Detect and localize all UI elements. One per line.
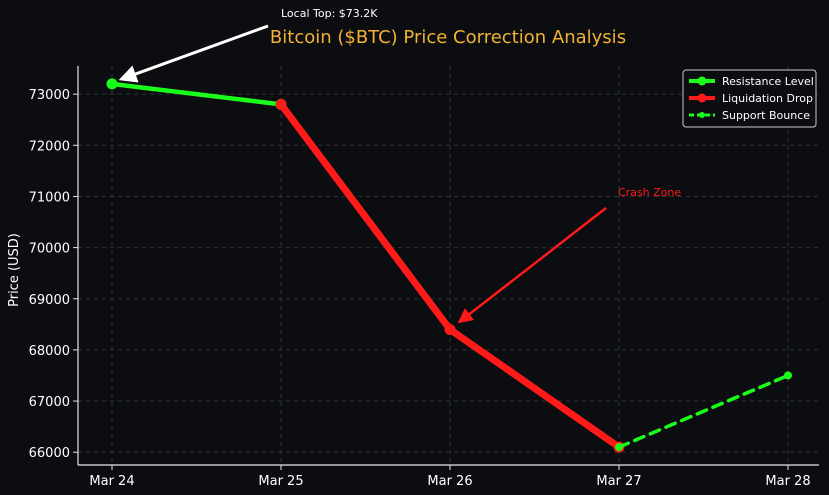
legend-marker-resistance-level: [697, 76, 707, 86]
legend-box: [682, 69, 817, 128]
annotation-label-local-top: Local Top: $73.2K: [281, 7, 378, 20]
x-tick-label: Mar 26: [427, 474, 472, 489]
x-tick-label: Mar 28: [765, 474, 810, 489]
data-point-liquidation-drop: [275, 98, 287, 110]
grid-lines: [78, 66, 819, 465]
y-tick-label: 70000: [29, 242, 70, 257]
annotations: Local Top: $73.2K Crash Zone: [118, 7, 681, 324]
y-tick-label: 69000: [29, 293, 70, 308]
data-point-support-bounce: [615, 443, 623, 452]
y-tick-label: 68000: [29, 344, 70, 359]
x-tick-label: Mar 25: [258, 474, 303, 489]
annotation-arrow-local-top: [118, 24, 269, 83]
annotation-label-crash-zone: Crash Zone: [618, 186, 681, 199]
axes: [77, 66, 819, 466]
y-tick-label: 73000: [29, 88, 70, 103]
legend: Resistance Level Liquidation Drop Support …: [682, 69, 817, 128]
chart-title: Bitcoin ($BTC) Price Correction Analysis: [270, 27, 626, 48]
y-axis-label: Price (USD): [7, 233, 22, 307]
annotation-arrow-crash-zone: [457, 207, 607, 324]
legend-marker-liquidation-drop: [697, 93, 707, 103]
data-point-support-bounce: [784, 371, 792, 380]
y-axis-ticks: 66000 67000 68000 69000 70000 71000 72000 73000: [29, 88, 78, 461]
legend-label-support-bounce: Support Bounce: [722, 109, 810, 122]
y-tick-label: 66000: [29, 446, 70, 461]
series-line-support-bounce: [617, 373, 790, 449]
x-axis-ticks: Mar 24 Mar 25 Mar 26 Mar 27 Mar 28: [89, 465, 811, 489]
series-line-resistance-level: [109, 81, 284, 107]
legend-marker-support-bounce: [699, 112, 705, 118]
x-tick-label: Mar 27: [596, 474, 641, 489]
y-tick-label: 72000: [29, 139, 70, 154]
legend-label-resistance-level: Resistance Level: [722, 75, 814, 88]
y-tick-label: 71000: [29, 190, 70, 205]
series-group: [106, 78, 792, 453]
legend-label-liquidation-drop: Liquidation Drop: [722, 92, 813, 105]
data-point-liquidation-drop: [444, 323, 456, 335]
data-point-resistance-level: [106, 78, 118, 90]
y-tick-label: 67000: [29, 395, 70, 410]
x-tick-label: Mar 24: [89, 474, 134, 489]
